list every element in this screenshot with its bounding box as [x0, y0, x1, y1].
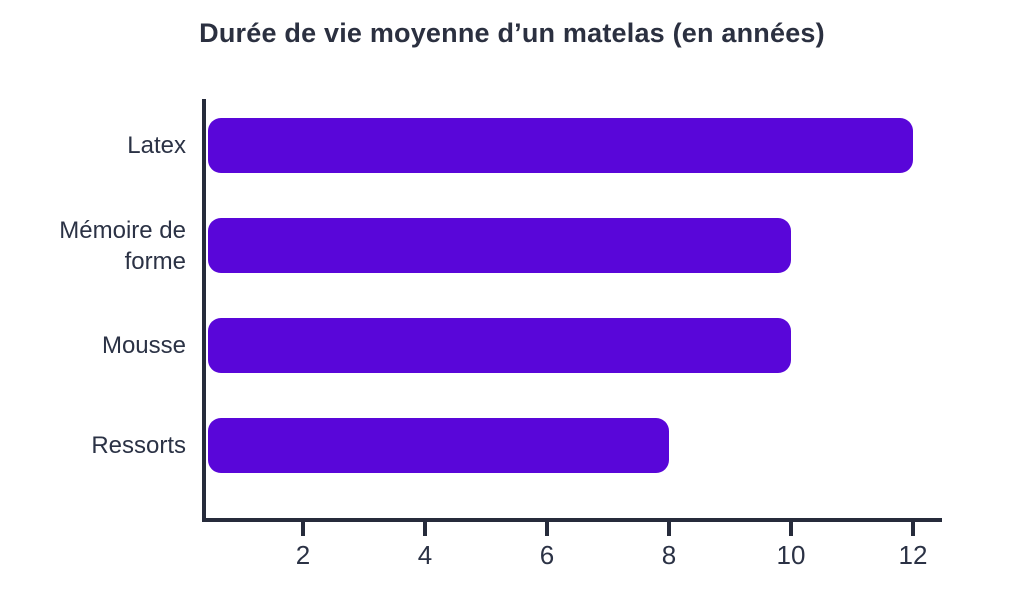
category-label: Latex [127, 132, 186, 159]
x-tick-label: 6 [539, 540, 555, 570]
x-tick-mark [667, 521, 671, 536]
x-tick-label: 8 [661, 540, 677, 570]
x-tick-mark [911, 521, 915, 536]
x-tick-mark [545, 521, 549, 536]
x-tick-mark [789, 521, 793, 536]
category-label: Mémoire de forme [59, 216, 186, 275]
x-tick-label: 10 [776, 540, 806, 570]
x-tick-label: 12 [898, 540, 928, 570]
category-label: Ressorts [91, 432, 186, 459]
bar-mousse [208, 318, 791, 373]
x-tick-mark [423, 521, 427, 536]
category-label: Mousse [101, 332, 186, 359]
x-tick-mark [301, 521, 305, 536]
x-tick-label: 2 [295, 540, 311, 570]
bar-latex [208, 118, 913, 173]
y-axis-line [202, 99, 206, 522]
chart-title: Durée de vie moyenne d’un matelas (en an… [199, 18, 825, 48]
bar-mémoire-de-forme [208, 218, 791, 273]
x-axis-line [202, 518, 942, 522]
x-tick-label: 4 [417, 540, 433, 570]
bar-ressorts [208, 418, 669, 473]
